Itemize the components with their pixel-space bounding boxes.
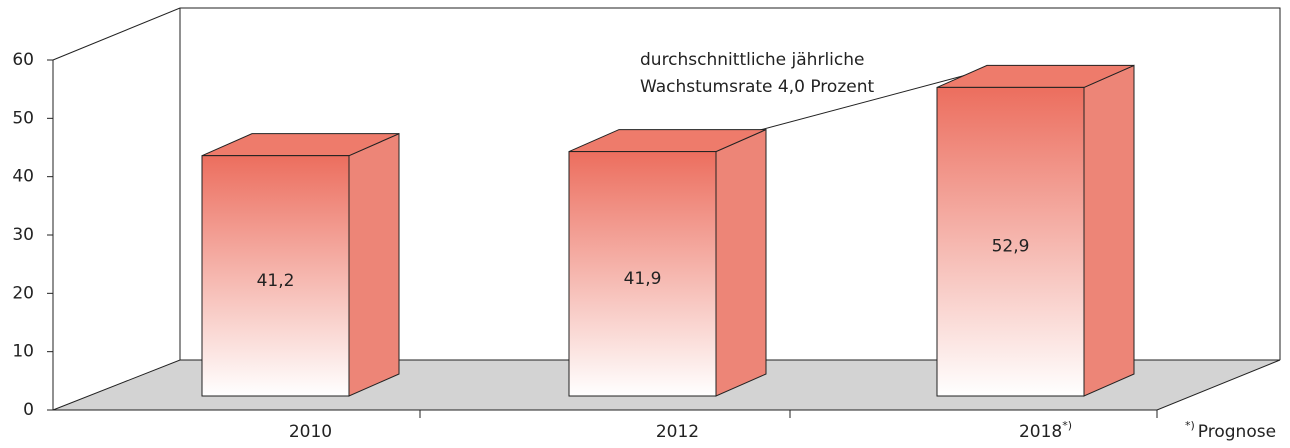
bar <box>568 151 717 397</box>
bar-side <box>348 132 400 397</box>
y-tick-label: 50 <box>12 108 34 128</box>
category: 2018 <box>1019 422 1062 442</box>
back-wall <box>52 7 1281 360</box>
footnote-text: Prognose <box>1198 422 1276 442</box>
x-tick-label: 2018*) <box>1019 419 1072 442</box>
annotation: durchschnittliche jährliche <box>640 50 864 70</box>
value-label: 41,9 <box>624 269 662 289</box>
annotation-line <box>759 69 986 131</box>
category: 2010 <box>289 422 332 442</box>
y-tick-label: 60 <box>12 50 34 70</box>
footnote-marker: *) <box>1185 419 1195 432</box>
bar <box>936 86 1085 397</box>
x-tick-label: 2012 <box>656 422 699 442</box>
footnote-marker: *) <box>1062 419 1072 432</box>
y-tick-label: 10 <box>12 342 34 362</box>
value-label: 52,9 <box>992 237 1030 257</box>
bar-side <box>1083 64 1135 397</box>
value-label: 41,2 <box>257 271 295 291</box>
bar <box>201 155 350 397</box>
category: 2012 <box>656 422 699 442</box>
y-tick-label: 40 <box>12 167 34 187</box>
y-tick-label: 0 <box>23 400 34 420</box>
x-tick-label: 2010 <box>289 422 332 442</box>
footnote: *) Prognose <box>1185 419 1276 442</box>
bar-side <box>715 128 767 397</box>
annotation: Wachstumsrate 4,0 Prozent <box>640 77 874 97</box>
y-tick-label: 20 <box>12 283 34 303</box>
y-tick-label: 30 <box>12 225 34 245</box>
